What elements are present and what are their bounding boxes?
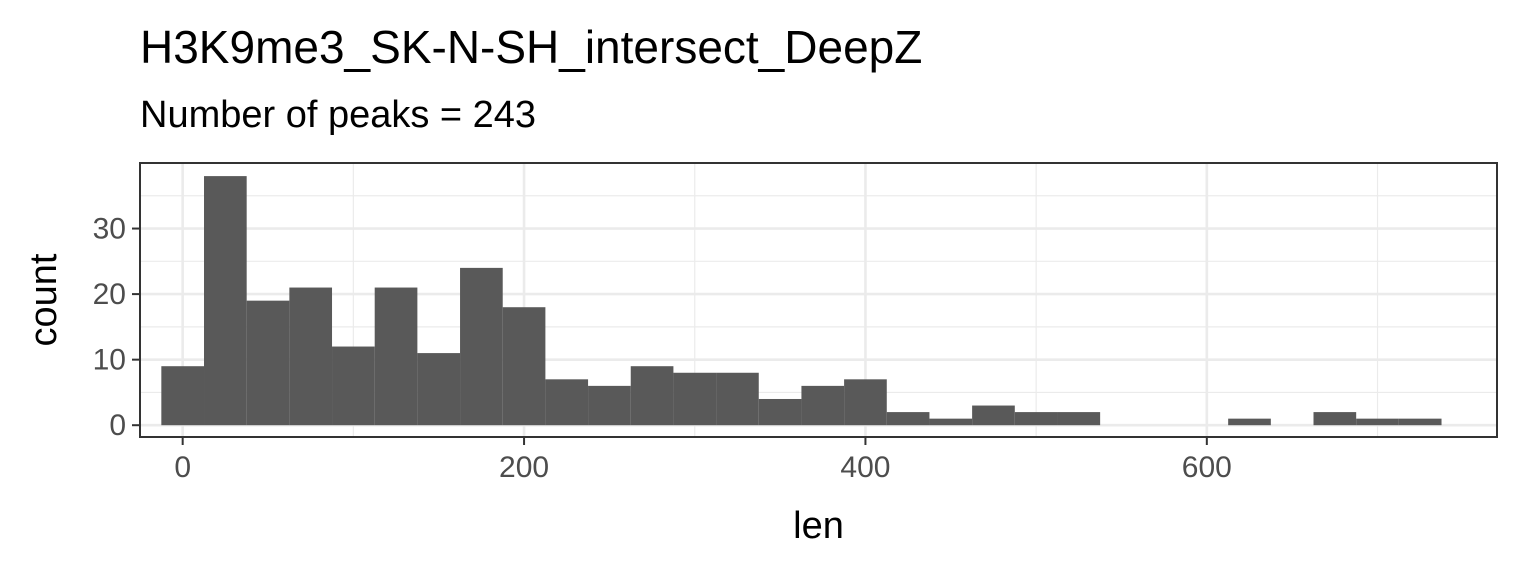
chart-subtitle: Number of peaks = 243	[140, 94, 537, 136]
histogram-bar	[630, 366, 674, 426]
histogram-bar	[417, 353, 461, 426]
histogram-bar	[204, 176, 247, 426]
x-tick-label: 200	[499, 451, 549, 484]
histogram-bar	[588, 385, 631, 426]
histogram-bar	[1014, 412, 1058, 426]
histogram-bar	[758, 398, 802, 426]
x-tick-label: 0	[174, 451, 191, 484]
panel-border	[139, 162, 1498, 438]
histogram-bar	[246, 300, 290, 426]
chart-title: H3K9me3_SK-N-SH_intersect_DeepZ	[140, 21, 923, 73]
y-tick-label: 10	[93, 344, 126, 377]
x-tick-label: 600	[1182, 451, 1232, 484]
histogram-bar	[1313, 412, 1357, 426]
histogram-bar	[332, 346, 375, 426]
histogram-bar	[460, 267, 503, 426]
histogram-bar	[161, 366, 205, 426]
histogram-bar	[716, 372, 759, 426]
histogram-bar	[289, 287, 333, 426]
histogram-bar	[1356, 418, 1399, 426]
histogram-bar	[972, 405, 1015, 426]
histogram-bar	[886, 412, 930, 426]
histogram-bar	[673, 372, 717, 426]
x-axis-title: len	[793, 505, 844, 547]
histogram-bar	[844, 379, 887, 426]
bars	[161, 176, 1442, 426]
histogram-bar	[1228, 418, 1271, 426]
histogram-bar	[801, 385, 845, 426]
histogram-bar	[1057, 412, 1101, 426]
histogram-bar	[502, 307, 546, 426]
y-axis-title: count	[23, 253, 65, 346]
histogram-bar	[929, 418, 973, 426]
histogram-bar	[1398, 418, 1442, 426]
y-tick-label: 30	[93, 213, 126, 246]
y-tick-label: 0	[109, 409, 126, 442]
y-tick-label: 20	[93, 278, 126, 311]
x-axis-ticks: 0 200 400 600	[174, 437, 1232, 484]
histogram-bar	[545, 379, 589, 426]
x-tick-label: 400	[840, 451, 890, 484]
y-axis-ticks: 0 10 20 30	[93, 213, 140, 442]
histogram-bar	[374, 287, 418, 426]
